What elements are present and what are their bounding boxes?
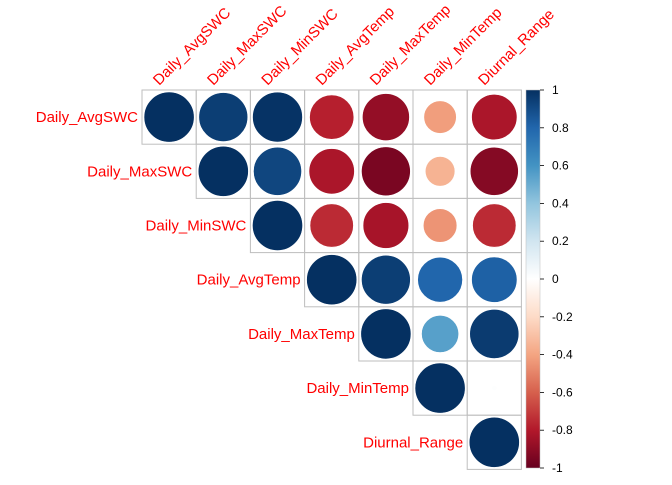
correlation-circle — [469, 146, 519, 196]
colorbar-tick-label: 0 — [552, 272, 559, 286]
row-label: Daily_AvgSWC — [36, 109, 138, 126]
correlation-circle — [308, 148, 355, 195]
row-label: Daily_MinTemp — [306, 380, 409, 397]
row-label: Daily_MinSWC — [146, 218, 247, 235]
correlation-circle — [306, 254, 358, 306]
correlation-circle — [424, 156, 456, 187]
colorbar-tick-label: -0.6 — [552, 385, 573, 399]
colorbar-tick-label: -0.8 — [552, 423, 573, 437]
colorbar-tick-label: -0.4 — [552, 348, 573, 362]
matrix-cells — [141, 89, 522, 470]
colorbar-tick-label: 0.8 — [552, 121, 569, 135]
correlation-circle — [143, 91, 195, 143]
correlation-circle — [253, 146, 302, 196]
correlation-circle — [414, 362, 466, 414]
row-label: Daily_MaxSWC — [87, 163, 192, 180]
correlation-circle — [491, 385, 498, 391]
row-label: Daily_AvgTemp — [197, 272, 301, 289]
correlation-circle — [197, 145, 249, 197]
colorbar: 1 0.8 0.6 0.4 0.2 0 -0.2 -0.4 -0.6 -0.8 -1 — [525, 83, 573, 475]
colorbar-tick-label: 0.6 — [552, 159, 569, 173]
correlation-circle — [252, 91, 303, 143]
correlation-circle — [469, 309, 520, 359]
row-labels: Daily_AvgSWC Daily_MaxSWC Daily_MinSWC Dail… — [36, 109, 463, 451]
colorbar-ticks: 1 0.8 0.6 0.4 0.2 0 -0.2 -0.4 -0.6 -0.8 -1 — [540, 83, 573, 475]
correlation-circle — [362, 93, 410, 141]
correlation-circle — [252, 200, 303, 251]
matrix-cell — [466, 414, 522, 470]
correlation-circle — [362, 202, 410, 249]
colorbar-tick-label: 1 — [552, 83, 559, 97]
correlation-circle — [423, 100, 457, 134]
correlation-circles — [143, 91, 520, 468]
correlation-circle — [360, 308, 412, 360]
correlation-circle — [417, 256, 463, 303]
correlation-circle — [421, 314, 460, 353]
colorbar-tick-label: 0.4 — [552, 196, 569, 210]
row-label: Daily_MaxTemp — [248, 326, 355, 343]
row-label: Diurnal_Range — [363, 434, 463, 451]
correlation-circle — [361, 146, 411, 197]
correlation-circle — [361, 254, 411, 305]
colorbar-tick-label: 0.2 — [552, 234, 569, 248]
correlation-circle — [471, 256, 518, 303]
column-labels: Daily_AvgSWCDaily_MaxSWCDaily_MinSWCDail… — [150, 1, 558, 88]
correlation-circle — [198, 92, 249, 142]
correlation-circle — [422, 208, 458, 243]
correlation-circle — [471, 94, 518, 141]
colorbar-tick-label: -0.2 — [552, 310, 573, 324]
correlation-circle — [468, 416, 520, 468]
correlation-circle — [472, 203, 517, 248]
colorbar-tick-label: -1 — [552, 461, 563, 475]
correlation-circle — [309, 94, 355, 140]
colorbar-gradient — [525, 89, 541, 469]
correlation-circle — [309, 203, 354, 248]
